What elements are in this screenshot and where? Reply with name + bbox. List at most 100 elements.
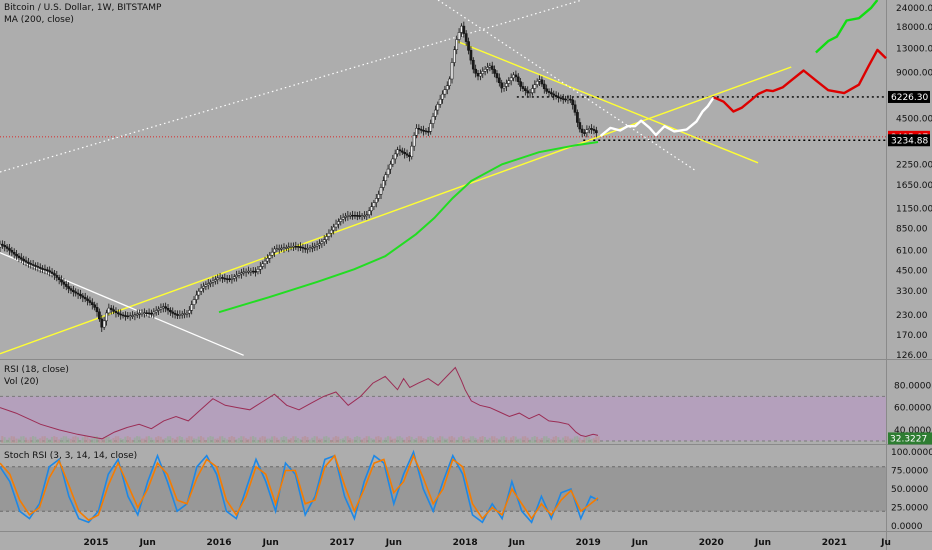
candle-body: [232, 276, 236, 279]
volume-bar: [195, 438, 198, 443]
volume-bar: [173, 439, 176, 443]
candle-body: [337, 221, 340, 225]
volume-bar: [351, 439, 354, 443]
volume-bar: [121, 439, 124, 443]
volume-bar: [521, 436, 524, 443]
candle-body: [450, 62, 454, 80]
candle-body: [516, 76, 520, 82]
candle-body: [296, 246, 300, 248]
volume-bar: [207, 437, 210, 443]
candle-body: [19, 257, 23, 260]
candle-body: [86, 298, 89, 301]
volume-bar: [294, 436, 297, 443]
candle-body: [45, 269, 49, 271]
candle-body: [287, 246, 291, 249]
volume-bar: [337, 436, 340, 443]
volume-bar: [129, 437, 132, 443]
volume-bar: [375, 436, 378, 443]
volume-bar: [427, 436, 430, 443]
candle-body: [540, 79, 544, 85]
volume-bar: [150, 437, 153, 443]
volume-bar: [133, 437, 136, 443]
candle-body: [327, 233, 331, 237]
volume-bar: [237, 437, 240, 443]
candle-body: [545, 88, 549, 92]
volume-bar: [102, 437, 105, 443]
candle-body: [258, 266, 262, 270]
ma-200-line: [218, 141, 599, 314]
volume-bar: [327, 437, 330, 443]
volume-bar: [391, 438, 394, 443]
volume-bar: [46, 437, 49, 443]
volume-bar: [275, 437, 278, 443]
candle-body: [308, 247, 312, 250]
volume-bar: [297, 438, 300, 443]
volume-bar: [495, 438, 498, 443]
candle-body: [145, 312, 149, 315]
volume-bar: [119, 438, 122, 443]
candle-body: [48, 270, 52, 273]
candle-body: [263, 260, 267, 265]
volume-bar: [34, 436, 37, 443]
candle-body: [398, 149, 402, 152]
volume-bar: [178, 436, 181, 443]
candle-body: [431, 116, 435, 124]
volume-bar: [566, 436, 569, 443]
candle-body: [195, 294, 198, 300]
volume-bar: [29, 437, 32, 443]
volume-bar: [332, 437, 335, 443]
candle-body: [587, 128, 591, 130]
volume-bar: [164, 438, 167, 443]
candle-body: [355, 215, 359, 217]
volume-bar: [181, 437, 184, 443]
candle-body: [199, 287, 203, 292]
volume-bar: [221, 436, 224, 443]
volume-bar: [242, 436, 245, 443]
volume-bar: [349, 437, 352, 443]
candle-body: [311, 246, 314, 249]
candle-body: [488, 65, 492, 68]
candle-body: [400, 150, 404, 153]
candle-body: [88, 300, 92, 303]
candle-body: [72, 290, 75, 293]
candle-body: [434, 109, 437, 117]
volume-bar: [65, 436, 68, 443]
candle-body: [464, 33, 468, 42]
price-tick-label: 450.00: [896, 267, 928, 277]
rsi-band: [0, 396, 886, 441]
volume-bar: [204, 439, 207, 443]
volume-bar: [98, 437, 101, 443]
volume-bar: [552, 436, 555, 443]
volume-bar: [465, 438, 468, 443]
candle-body: [524, 88, 527, 91]
projection-green: [815, 0, 879, 54]
candle-body: [564, 98, 567, 101]
candle-body: [284, 247, 288, 249]
candle-body: [221, 277, 224, 279]
candle-body: [594, 130, 598, 134]
volume-bar: [88, 438, 91, 443]
trendline: [437, 0, 696, 171]
volume-bar: [5, 439, 8, 443]
candle-body: [116, 312, 120, 315]
candle-body: [176, 314, 179, 316]
candle-body: [81, 295, 85, 298]
volume-bar: [545, 436, 548, 443]
price-tick-label: 18000.00: [896, 23, 932, 33]
volume-bar: [472, 436, 475, 443]
volume-bar: [578, 437, 581, 443]
candle-body: [467, 41, 470, 51]
candle-body: [178, 314, 182, 316]
volume-bar: [190, 436, 193, 443]
volume-bar: [13, 436, 16, 443]
candle-body: [561, 98, 565, 100]
volume-bar: [588, 436, 591, 443]
candle-body: [521, 86, 525, 89]
volume-bar: [448, 436, 451, 443]
volume-bar: [176, 436, 179, 443]
candle-body: [322, 239, 326, 243]
volume-bar: [235, 439, 238, 443]
volume-bar: [233, 436, 236, 443]
